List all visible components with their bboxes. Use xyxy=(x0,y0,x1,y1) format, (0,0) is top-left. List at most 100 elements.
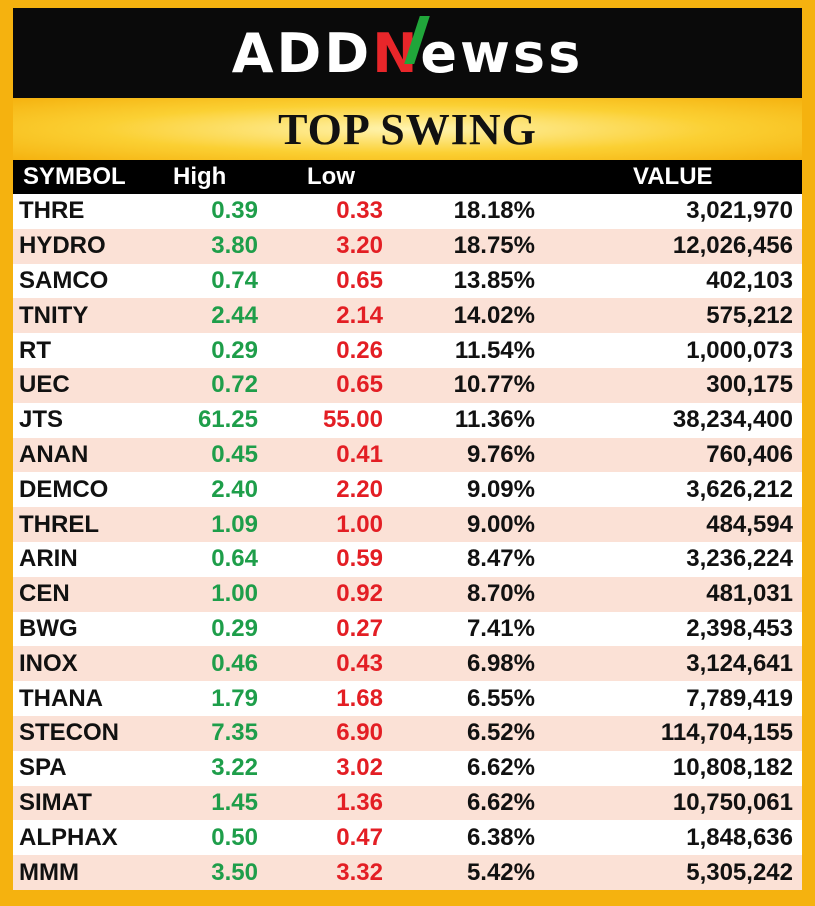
cell-pct: 18.18% xyxy=(453,197,535,225)
cell-value: 10,750,061 xyxy=(672,788,793,816)
cell-symbol: SPA xyxy=(19,754,67,782)
cell-low: 0.47 xyxy=(336,823,383,851)
cell-symbol: INOX xyxy=(19,649,78,677)
cell-value: 3,021,970 xyxy=(686,197,793,225)
table-row: ALPHAX 0.50 0.47 6.38% 1,848,636 xyxy=(13,820,802,856)
logo-part-3: ewss xyxy=(420,21,584,85)
cell-pct: 11.36% xyxy=(454,406,535,434)
cell-value: 3,626,212 xyxy=(686,475,793,503)
table-row: ARIN 0.64 0.59 8.47% 3,236,224 xyxy=(13,541,802,577)
cell-symbol: MMM xyxy=(19,858,79,886)
cell-pct: 10.77% xyxy=(453,371,535,399)
cell-low: 0.41 xyxy=(336,440,383,468)
cell-pct: 9.76% xyxy=(466,440,535,468)
cell-low: 2.14 xyxy=(336,301,383,329)
cell-pct: 9.09% xyxy=(466,475,535,503)
cell-value: 5,305,242 xyxy=(686,858,793,886)
cell-symbol: THRE xyxy=(19,197,85,225)
table-row: THREL 1.09 1.00 9.00% 484,594 xyxy=(13,507,802,542)
cell-low: 0.65 xyxy=(336,266,383,294)
cell-low: 2.20 xyxy=(336,475,383,503)
table-row: HYDRO 3.80 3.20 18.75% 12,026,456 xyxy=(13,228,802,264)
title-band: TOP SWING xyxy=(13,98,802,160)
cell-pct: 18.75% xyxy=(453,232,535,260)
cell-high: 1.79 xyxy=(211,684,258,712)
cell-high: 2.44 xyxy=(211,301,258,329)
header-value: VALUE xyxy=(633,163,713,190)
cell-value: 2,398,453 xyxy=(686,614,793,642)
cell-pct: 6.38% xyxy=(466,823,535,851)
logo-bar: ADDNewss xyxy=(13,8,802,98)
header-high: High xyxy=(173,163,227,190)
cell-low: 0.43 xyxy=(336,649,383,677)
cell-high: 0.39 xyxy=(211,197,258,225)
cell-pct: 7.41% xyxy=(466,614,535,642)
cell-pct: 8.47% xyxy=(466,545,535,573)
cell-symbol: CEN xyxy=(19,580,70,608)
cell-low: 1.00 xyxy=(336,510,383,538)
table-row: SIMAT 1.45 1.36 6.62% 10,750,061 xyxy=(13,785,802,821)
cell-symbol: STECON xyxy=(19,719,120,747)
logo-part-2: N xyxy=(372,21,421,85)
cell-high: 0.45 xyxy=(211,440,258,468)
cell-pct: 6.98% xyxy=(466,649,535,677)
cell-low: 1.68 xyxy=(336,684,383,712)
table-row: INOX 0.46 0.43 6.98% 3,124,641 xyxy=(13,646,802,682)
cell-value: 300,175 xyxy=(706,371,793,399)
cell-high: 1.09 xyxy=(211,510,258,538)
table-row: BWG 0.29 0.27 7.41% 2,398,453 xyxy=(13,611,802,647)
cell-pct: 13.85% xyxy=(453,266,535,294)
cell-low: 0.59 xyxy=(336,545,383,573)
cell-value: 7,789,419 xyxy=(686,684,793,712)
cell-pct: 6.62% xyxy=(466,788,535,816)
header-symbol: SYMBOL xyxy=(23,163,126,190)
cell-value: 575,212 xyxy=(706,301,793,329)
cell-low: 0.92 xyxy=(336,580,383,608)
table-row: THANA 1.79 1.68 6.55% 7,789,419 xyxy=(13,681,802,716)
cell-pct: 6.62% xyxy=(466,754,535,782)
cell-symbol: ALPHAX xyxy=(19,823,118,851)
cell-high: 0.50 xyxy=(211,823,258,851)
cell-value: 3,236,224 xyxy=(686,545,793,573)
cell-value: 1,848,636 xyxy=(686,823,793,851)
cell-low: 3.32 xyxy=(336,858,383,886)
cell-high: 3.80 xyxy=(211,232,258,260)
cell-high: 61.25 xyxy=(197,406,258,434)
cell-symbol: SIMAT xyxy=(19,788,92,816)
cell-value: 760,406 xyxy=(706,440,793,468)
cell-value: 1,000,073 xyxy=(686,336,793,364)
cell-symbol: ARIN xyxy=(19,545,78,573)
table-row: THRE 0.39 0.33 18.18% 3,021,970 xyxy=(13,194,802,229)
table-row: TNITY 2.44 2.14 14.02% 575,212 xyxy=(13,298,802,334)
table-row: DEMCO 2.40 2.20 9.09% 3,626,212 xyxy=(13,472,802,508)
logo-part-1: ADD xyxy=(231,21,373,85)
swing-table: SYMBOL High Low VALUE THRE 0.39 0.33 18.18%… xyxy=(13,160,802,890)
cell-pct: 6.55% xyxy=(466,684,535,712)
logo: ADDNewss xyxy=(232,22,583,85)
cell-high: 7.35 xyxy=(211,719,258,747)
cell-pct: 5.42% xyxy=(466,858,535,886)
table-row: JTS 61.25 55.00 11.36% 38,234,400 xyxy=(13,402,802,438)
cell-pct: 11.54% xyxy=(454,336,535,364)
cell-symbol: JTS xyxy=(19,406,64,434)
table-header: SYMBOL High Low VALUE xyxy=(13,160,802,194)
table-row: STECON 7.35 6.90 6.52% 114,704,155 xyxy=(13,715,802,751)
table-row: SAMCO 0.74 0.65 13.85% 402,103 xyxy=(13,263,802,299)
cell-symbol: RT xyxy=(19,336,51,364)
cell-value: 10,808,182 xyxy=(672,754,793,782)
cell-symbol: DEMCO xyxy=(19,475,109,503)
cell-high: 0.29 xyxy=(211,614,258,642)
cell-symbol: UEC xyxy=(19,371,70,399)
cell-high: 0.64 xyxy=(211,545,258,573)
cell-high: 0.72 xyxy=(211,371,258,399)
table-row: UEC 0.72 0.65 10.77% 300,175 xyxy=(13,367,802,403)
table-row: CEN 1.00 0.92 8.70% 481,031 xyxy=(13,576,802,612)
cell-symbol: THANA xyxy=(19,684,103,712)
cell-low: 1.36 xyxy=(336,788,383,816)
cell-value: 3,124,641 xyxy=(686,649,793,677)
cell-low: 3.20 xyxy=(336,232,383,260)
cell-high: 1.00 xyxy=(211,580,258,608)
table-row: RT 0.29 0.26 11.54% 1,000,073 xyxy=(13,333,802,368)
cell-symbol: TNITY xyxy=(19,301,89,329)
